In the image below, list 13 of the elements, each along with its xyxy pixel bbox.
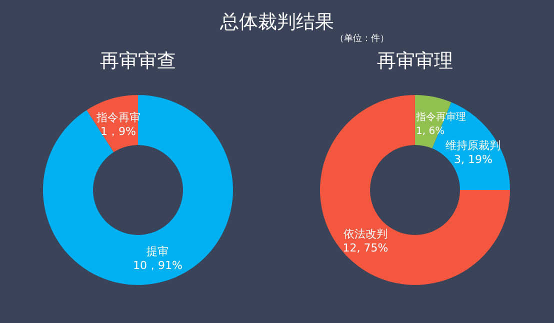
text: 总体裁判结果: [219, 11, 334, 33]
chart-title: 再审审理: [377, 50, 453, 72]
slice-label: 维持原裁判: [446, 139, 501, 152]
slice-label: 提审: [146, 245, 169, 258]
data-label: 10，91%: [132, 259, 182, 272]
slice-label: 依法改判: [344, 227, 388, 240]
donut-slice: [320, 95, 510, 285]
text: （单位：件）: [335, 33, 389, 44]
chart-title: 再审审查: [100, 50, 176, 72]
donut-slice: [43, 95, 233, 285]
data-label: 3, 19%: [454, 153, 492, 166]
data-label: 1，9%: [100, 124, 136, 138]
data-label: 12, 75%: [342, 241, 388, 254]
